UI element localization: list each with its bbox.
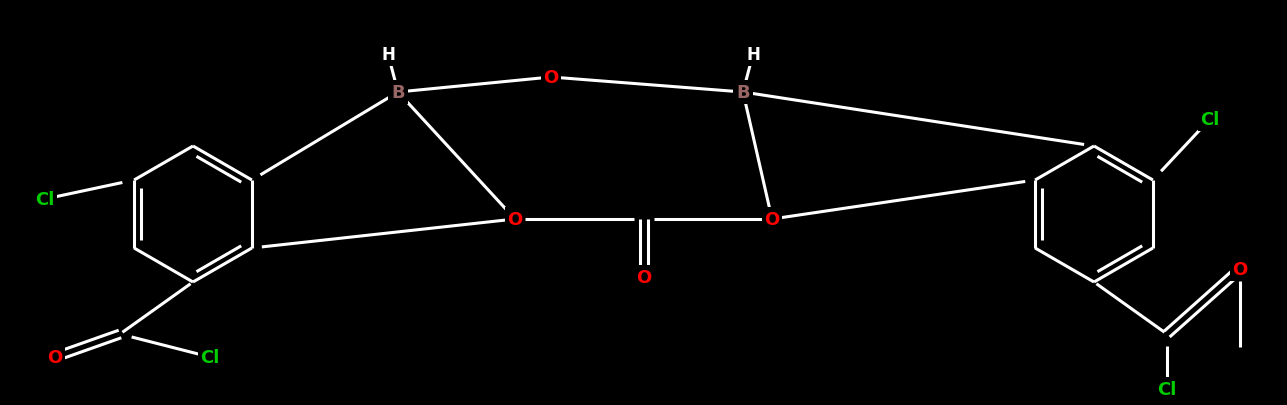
- Text: H: H: [746, 46, 759, 64]
- Text: O: O: [636, 269, 651, 286]
- Text: O: O: [507, 211, 523, 228]
- Text: O: O: [1233, 260, 1247, 278]
- Text: Cl: Cl: [201, 348, 220, 366]
- Text: Cl: Cl: [35, 190, 54, 209]
- Text: B: B: [736, 84, 750, 102]
- Text: H: H: [381, 46, 395, 64]
- Text: O: O: [543, 69, 559, 87]
- Text: O: O: [48, 348, 63, 366]
- Text: Cl: Cl: [1157, 380, 1176, 398]
- Text: Cl: Cl: [1201, 111, 1220, 129]
- Text: B: B: [391, 84, 405, 102]
- Text: O: O: [1233, 260, 1247, 278]
- Text: O: O: [764, 211, 780, 228]
